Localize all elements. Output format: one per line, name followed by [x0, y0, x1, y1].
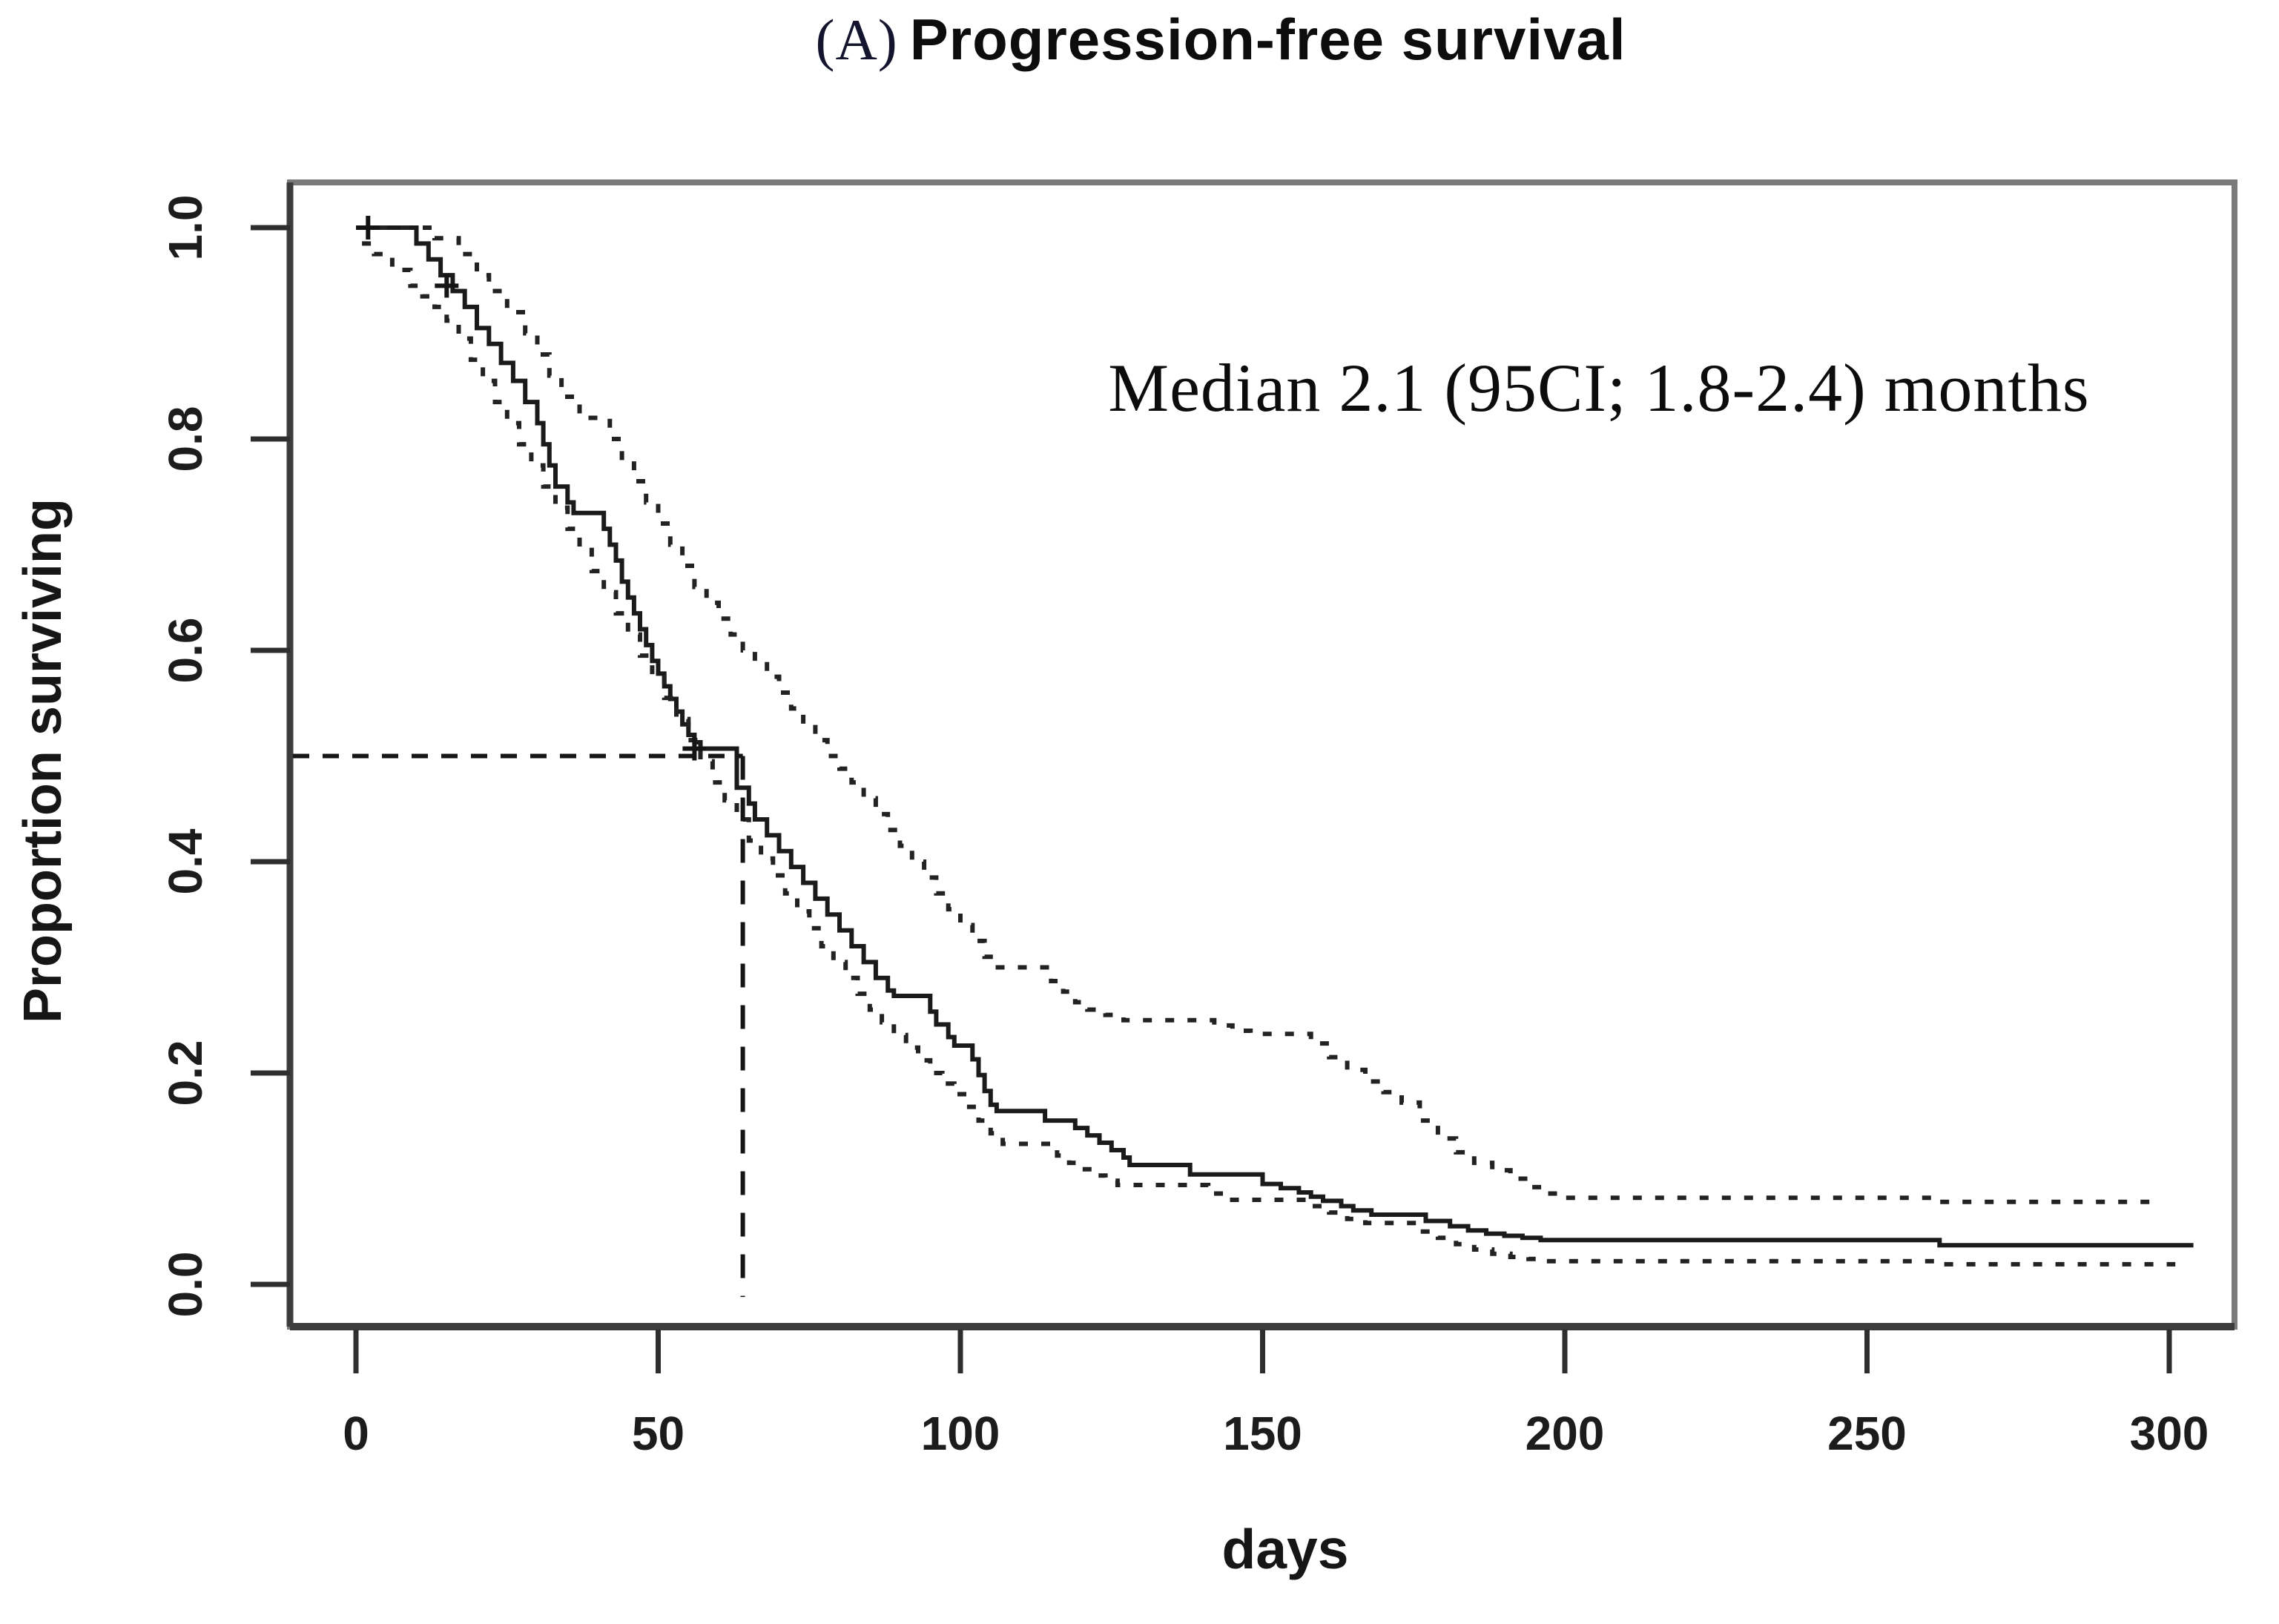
censor-mark: [682, 736, 707, 761]
y-tick-label: 0.8: [159, 406, 212, 472]
median-annotation: Median 2.1 (95CI; 1.8-2.4) months: [1108, 350, 2090, 426]
ci-lower-curve: [362, 241, 2176, 1267]
x-axis-label: days: [1221, 1518, 1349, 1580]
y-tick-label: 0.0: [159, 1251, 212, 1318]
y-axis-label: Proportion surviving: [13, 498, 73, 1024]
x-tick-label: 100: [920, 1407, 1000, 1460]
y-tick-label: 0.4: [159, 828, 212, 895]
censor-mark: [356, 216, 380, 240]
x-tick-label: 0: [343, 1407, 369, 1460]
y-tick-label: 0.2: [159, 1040, 212, 1106]
x-tick-label: 250: [1827, 1407, 1907, 1460]
x-tick-label: 200: [1525, 1407, 1605, 1460]
x-tick-label: 300: [2129, 1407, 2209, 1460]
chart-title-prefix: (A): [815, 7, 898, 72]
y-tick-label: 1.0: [159, 194, 212, 261]
y-tick-label: 0.6: [159, 617, 212, 684]
x-tick-label: 150: [1223, 1407, 1302, 1460]
chart-title: (A) Progression-free survival: [815, 6, 1626, 73]
censor-mark: [435, 274, 459, 298]
km-curve: [356, 225, 2194, 1248]
x-tick-label: 50: [631, 1407, 685, 1460]
ci-upper-curve: [356, 225, 2157, 1204]
chart-title-main: Progression-free survival: [909, 7, 1626, 72]
